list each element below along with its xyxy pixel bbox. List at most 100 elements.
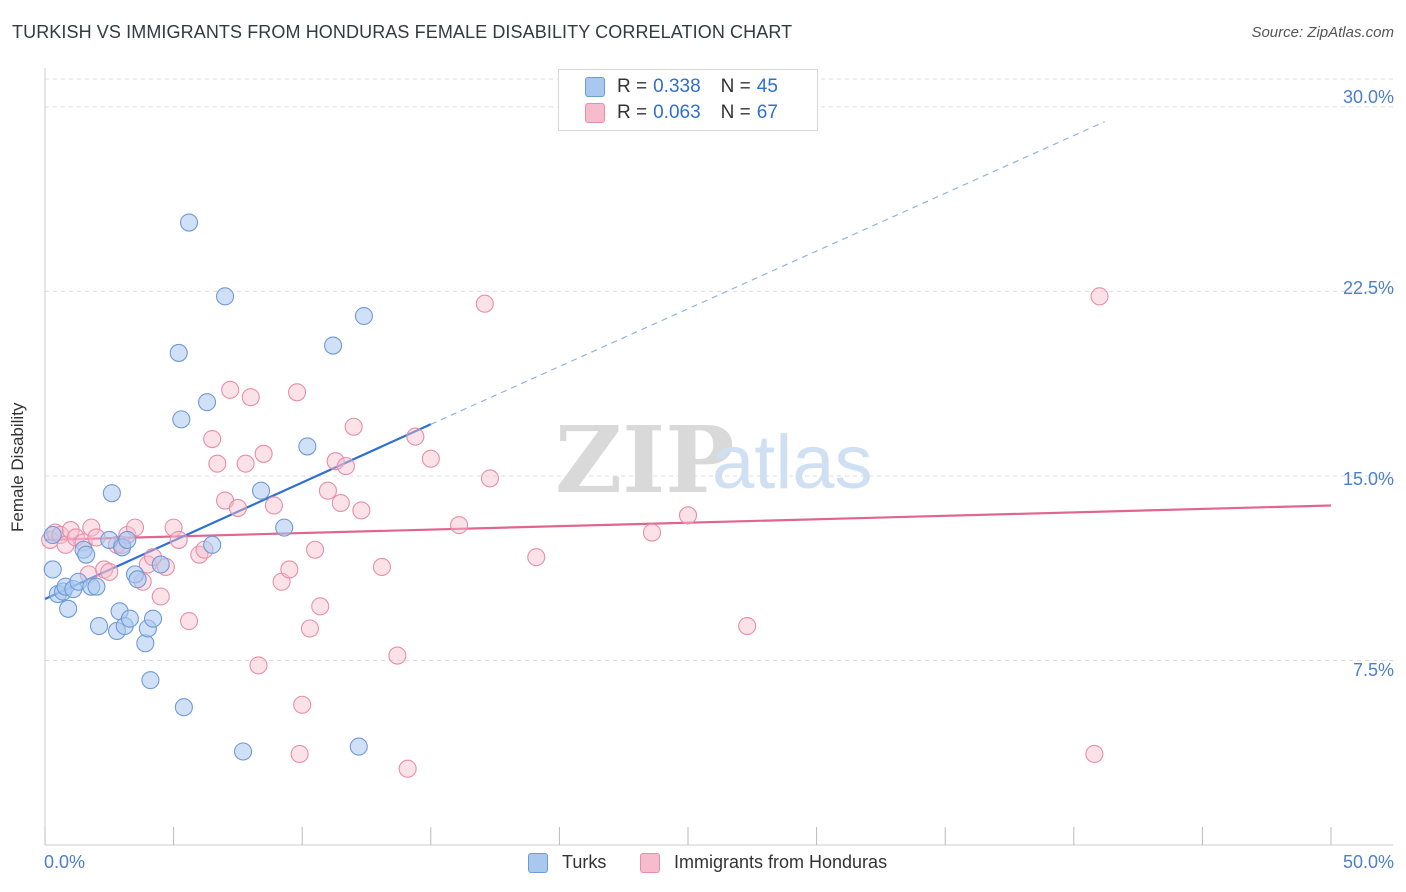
honduras-point [290,744,309,764]
y-tick-label: 15.0% [1342,469,1394,489]
honduras-point [475,294,494,313]
turks-trend-line [44,423,432,600]
honduras-point [388,646,407,665]
legend-r-label: R = [617,76,648,97]
honduras-swatch [585,103,605,123]
turks-point [354,306,373,326]
turks-point [59,599,78,618]
honduras-point [288,383,307,402]
legend-row-turks: R = 0.338 N = 45 [585,75,784,99]
honduras-point [406,427,425,446]
honduras-trend-line [44,504,1332,542]
turks-point [136,634,155,653]
honduras-point [678,506,698,525]
honduras-point [203,429,222,449]
chart-source: Source: ZipAtlas.com [1251,24,1394,41]
turks-point [174,698,193,717]
honduras-point [236,454,255,473]
x-tick-label: 50.0% [1342,852,1394,872]
turks-point [298,437,317,456]
chart-title: TURKISH VS IMMIGRANTS FROM HONDURAS FEMA… [12,22,793,42]
turks-point [128,570,147,589]
legend-r-value: 0.338 [653,76,701,97]
y-tick-label: 7.5% [1352,660,1394,680]
honduras-legend-label: Immigrants from Honduras [674,852,888,872]
honduras-point [311,597,330,616]
honduras-point [280,560,299,579]
honduras-point [169,530,188,549]
turks-point [251,481,271,500]
turks-point [102,484,121,503]
honduras-point [398,759,417,778]
honduras-point [306,540,325,559]
turks-point [143,609,163,628]
honduras-point [1085,744,1104,764]
honduras-point [241,388,260,407]
turks-point [43,525,62,545]
turks-point [179,213,199,232]
honduras-point [352,501,371,520]
honduras-point [344,417,363,436]
turks-point [89,616,109,636]
turks-point [215,287,235,306]
honduras-point [480,469,500,488]
turks-point [233,742,253,761]
turks-point [172,410,191,429]
bottom-legend-turks: Turks [528,852,606,873]
turks-point [43,560,62,579]
turks-point [349,737,368,756]
honduras-point [151,587,170,606]
y-tick-label: 22.5% [1342,278,1394,298]
honduras-point [254,444,273,463]
watermark-zip: ZIP [555,406,734,514]
x-tick-label: 0.0% [44,852,86,872]
turks-point [169,343,188,362]
turks-point [120,609,139,628]
honduras-point [331,493,350,513]
stats-legend: R = 0.338 N = 45 R = 0.063 N = 67 [558,69,818,131]
turks-point [324,336,343,355]
y-tick-label: 30.0% [1342,87,1394,107]
watermark-atlas: atlas [712,420,873,505]
legend-row-honduras: R = 0.063 N = 67 [585,101,784,125]
turks-point [275,518,294,537]
turks-legend-swatch [528,852,548,873]
honduras-legend-swatch [640,852,660,873]
honduras-point [336,457,355,476]
y-axis-label: Female Disability [8,402,27,532]
honduras-point [264,496,283,515]
honduras-point [82,518,101,537]
honduras-point [326,452,345,471]
turks-swatch [585,77,605,97]
honduras-point [372,557,391,577]
honduras-point [527,548,546,567]
honduras-point [179,612,199,631]
turks-point [151,555,170,574]
turks-point [118,530,137,549]
honduras-point [228,498,247,517]
turks-point [203,535,222,554]
honduras-point [642,523,662,542]
turks-legend-label: Turks [562,852,607,872]
honduras-point [190,545,209,564]
turks-point [77,545,96,564]
turks-point [141,671,160,690]
legend-n-label: N = [720,102,751,123]
legend-r-label: R = [617,102,648,123]
turks-point [87,577,106,596]
legend-n-value: 45 [756,76,778,97]
legend-r-value: 0.063 [653,102,701,123]
bottom-legend-honduras: Immigrants from Honduras [640,852,887,873]
turks-trend-extension [430,121,1105,425]
honduras-point [450,516,469,535]
legend-n-label: N = [720,76,751,97]
honduras-point [95,560,114,579]
honduras-point [300,619,319,638]
honduras-point [249,656,268,675]
honduras-point [421,449,440,468]
honduras-point [221,380,240,399]
honduras-point [738,616,757,636]
legend-n-value: 67 [756,102,778,123]
honduras-point [208,454,227,473]
